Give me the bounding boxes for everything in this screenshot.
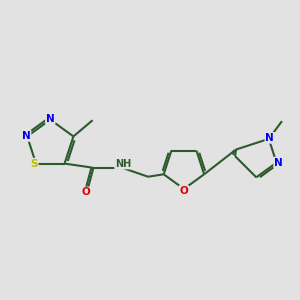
- Text: N: N: [46, 114, 55, 124]
- Text: NH: NH: [115, 159, 131, 169]
- Text: O: O: [179, 186, 188, 196]
- Text: N: N: [266, 133, 274, 143]
- Text: S: S: [30, 159, 38, 169]
- Text: N: N: [22, 131, 31, 141]
- Text: O: O: [82, 188, 91, 197]
- Text: N: N: [274, 158, 283, 168]
